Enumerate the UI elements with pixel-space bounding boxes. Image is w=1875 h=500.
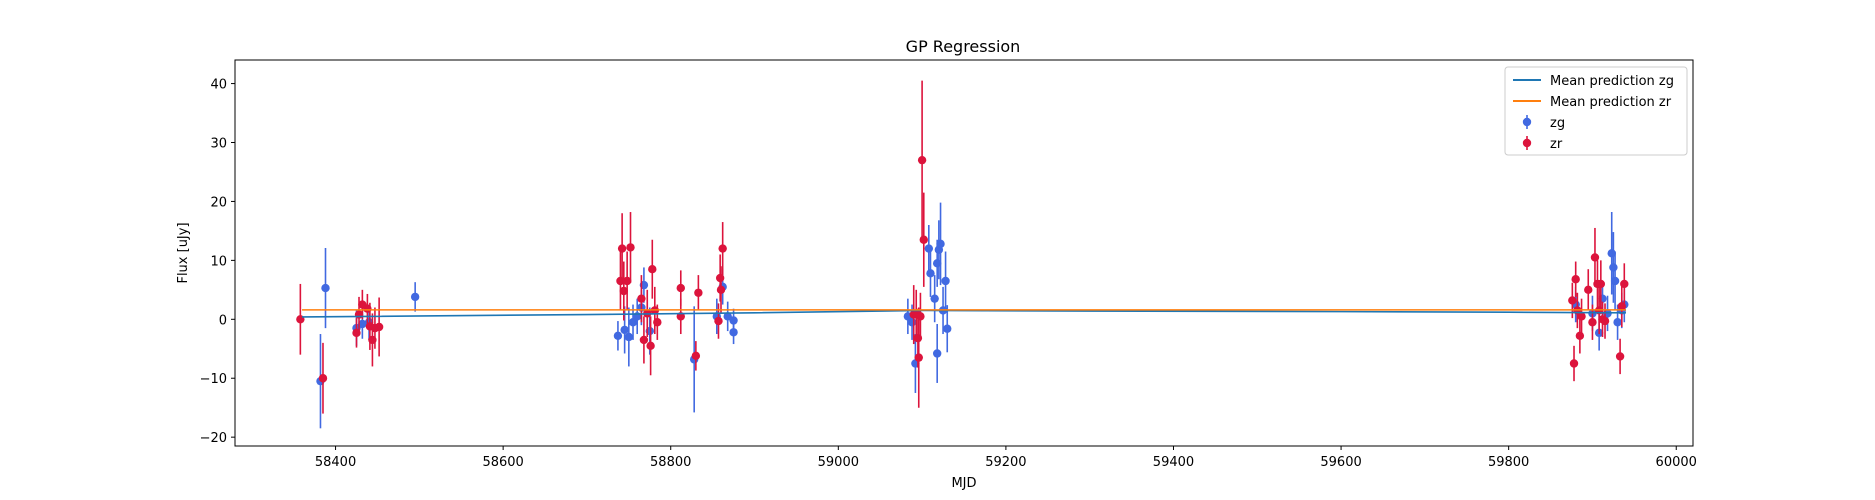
zr-point bbox=[1615, 352, 1625, 361]
zr-point bbox=[1600, 316, 1610, 326]
zr-point bbox=[916, 312, 925, 321]
y-tick-label: 20 bbox=[210, 195, 227, 210]
x-axis: 58400 58600 58800 59000 59200 59400 59600 59800… bbox=[315, 446, 1697, 470]
zr-point bbox=[1577, 312, 1586, 321]
zg-point bbox=[628, 318, 638, 327]
zg-point bbox=[729, 328, 738, 337]
x-tick-label: 59600 bbox=[1320, 455, 1361, 470]
zr-point bbox=[653, 318, 662, 327]
zg-point bbox=[936, 239, 945, 249]
zg-point bbox=[620, 325, 629, 335]
zr-point bbox=[715, 273, 725, 283]
y-tick-label: 40 bbox=[210, 78, 227, 93]
legend-marker-swatch bbox=[1522, 138, 1532, 148]
legend-label: Mean prediction zg bbox=[1550, 74, 1674, 89]
plot-area bbox=[296, 80, 1629, 429]
zg-point bbox=[1610, 276, 1620, 286]
y-axis-label: Flux [uJy] bbox=[176, 222, 191, 283]
legend-label: zg bbox=[1550, 116, 1565, 131]
zr-point bbox=[694, 288, 703, 297]
zr-point bbox=[1569, 359, 1579, 368]
x-tick-label: 59400 bbox=[1153, 455, 1194, 470]
line-mean-prediction-zg bbox=[302, 309, 1626, 318]
zg-point bbox=[358, 319, 367, 329]
zr-point bbox=[622, 276, 632, 286]
zr-point bbox=[617, 244, 627, 253]
legend-marker-swatch bbox=[1522, 117, 1532, 127]
legend: Mean prediction zg Mean prediction zr zg zr bbox=[1504, 66, 1688, 156]
zr-point bbox=[637, 294, 646, 303]
zg-point bbox=[924, 244, 934, 253]
zr-point bbox=[1571, 275, 1580, 284]
zg-point bbox=[907, 318, 917, 327]
y-tick-label: −20 bbox=[200, 431, 227, 446]
series-zr bbox=[296, 80, 1629, 414]
legend-entry: Mean prediction zg bbox=[1513, 74, 1674, 89]
zr-point bbox=[714, 316, 723, 326]
zr-point bbox=[917, 155, 927, 165]
zg-point bbox=[723, 312, 732, 321]
axes-frame bbox=[234, 59, 1694, 447]
zr-point bbox=[691, 351, 701, 361]
x-tick-label: 58600 bbox=[482, 455, 523, 470]
y-tick-label: −10 bbox=[200, 372, 227, 387]
zg-point bbox=[943, 324, 952, 333]
zr-point bbox=[676, 283, 685, 293]
zr-point bbox=[1568, 296, 1577, 305]
y-tick-label: 30 bbox=[210, 137, 227, 152]
zg-point bbox=[1609, 263, 1618, 272]
x-tick-label: 58800 bbox=[650, 455, 691, 470]
zg-point bbox=[930, 294, 939, 303]
zg-point bbox=[613, 331, 623, 340]
zg-point bbox=[926, 269, 935, 278]
x-tick-label: 59000 bbox=[818, 455, 859, 470]
x-tick-label: 59800 bbox=[1488, 455, 1529, 470]
zr-point bbox=[1588, 318, 1597, 327]
legend-entry: Mean prediction zr bbox=[1513, 95, 1672, 110]
zr-point bbox=[919, 235, 928, 244]
x-axis-label: MJD bbox=[951, 476, 976, 491]
x-tick-label: 59200 bbox=[985, 455, 1026, 470]
zr-point bbox=[626, 243, 635, 252]
y-tick-label: 10 bbox=[210, 254, 227, 269]
zr-point bbox=[914, 353, 923, 362]
legend-label: zr bbox=[1550, 137, 1563, 152]
zg-point bbox=[729, 316, 738, 325]
zr-point bbox=[1584, 285, 1593, 295]
zr-point bbox=[1596, 279, 1606, 289]
zg-point bbox=[1613, 318, 1622, 327]
legend-entry: zg bbox=[1522, 115, 1565, 131]
legend-box bbox=[1504, 66, 1688, 156]
y-axis: −20 −10 0 10 20 30 40 bbox=[200, 78, 235, 446]
zg-point bbox=[941, 276, 950, 286]
legend-entry: zr bbox=[1522, 136, 1563, 152]
chart-title: GP Regression bbox=[906, 37, 1021, 56]
y-tick-label: 0 bbox=[219, 313, 227, 328]
zr-point bbox=[646, 341, 655, 351]
x-tick-label: 60000 bbox=[1656, 455, 1697, 470]
zg-point bbox=[321, 283, 330, 293]
zr-point bbox=[318, 374, 328, 383]
zr-point bbox=[374, 322, 384, 332]
zr-point bbox=[639, 335, 649, 345]
zr-point bbox=[1590, 253, 1600, 262]
zr-point bbox=[718, 244, 727, 253]
zr-point bbox=[619, 286, 628, 296]
zr-point bbox=[1620, 279, 1629, 289]
zg-point bbox=[932, 349, 942, 358]
zr-point bbox=[1575, 331, 1585, 340]
zg-point bbox=[624, 332, 634, 342]
x-tick-label: 58400 bbox=[315, 455, 356, 470]
legend-label: Mean prediction zr bbox=[1550, 95, 1672, 110]
zr-point bbox=[648, 265, 657, 274]
zr-point bbox=[716, 285, 726, 295]
zg-point bbox=[410, 292, 420, 302]
